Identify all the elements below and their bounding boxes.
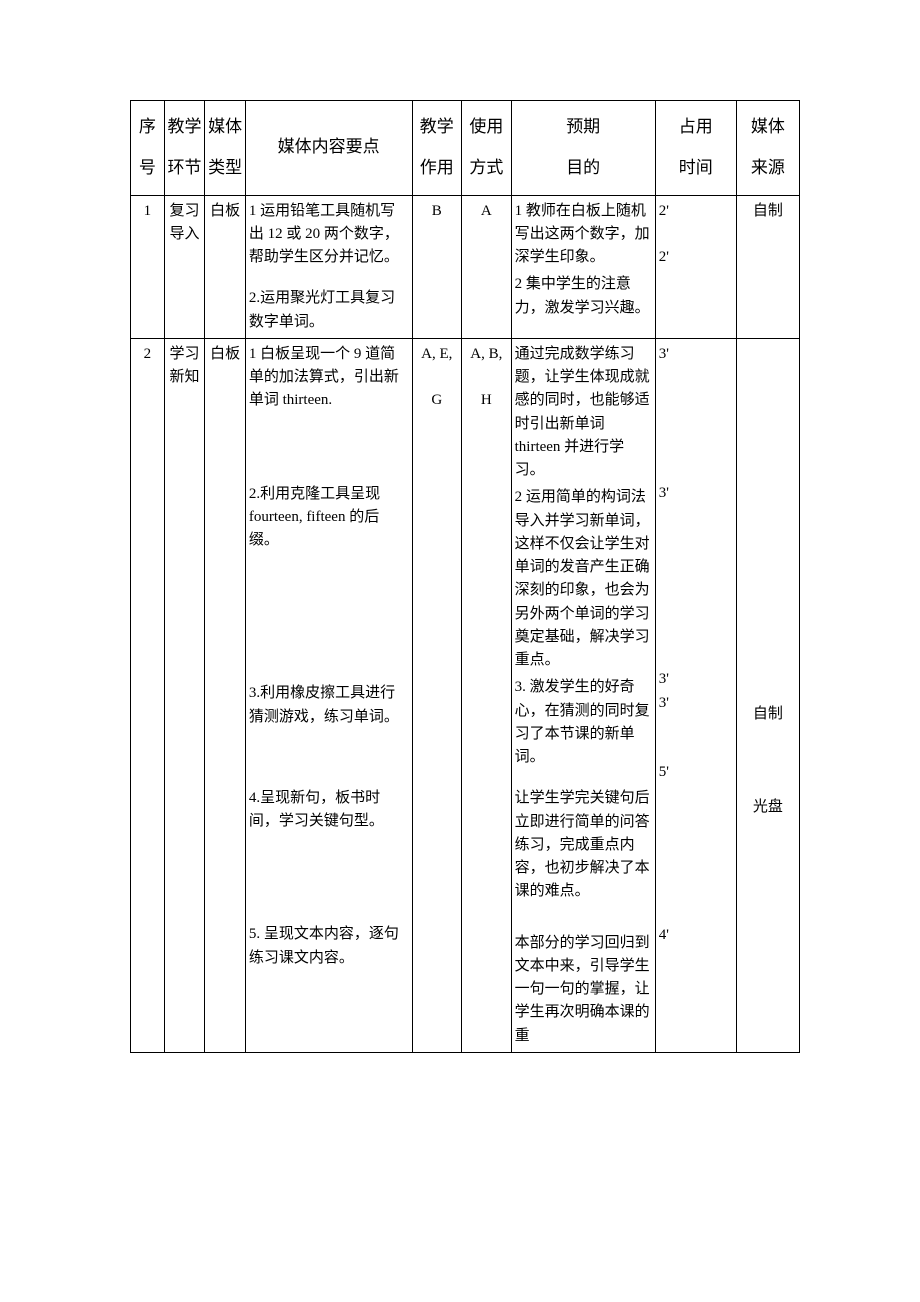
content-point: 2.利用克隆工具呈现fourteen, fifteen 的后缀。: [249, 483, 409, 553]
content-point: 1 运用铅笔工具随机写出 12 或 20 两个数字，帮助学生区分并记忆。: [249, 200, 409, 270]
time-item: 3': [659, 692, 733, 715]
cell-seq: 1: [131, 195, 165, 338]
source-item: 自制: [740, 703, 796, 726]
purpose-item: 1 教师在白板上随机写出这两个数字，加深学生印象。: [515, 200, 652, 270]
th-source: 媒体来源: [736, 101, 799, 196]
content-point: 4.呈现新句，板书时间，学习关键句型。: [249, 787, 409, 834]
time-item: [659, 738, 733, 761]
time-item: [659, 552, 733, 575]
th-points: 媒体内容要点: [245, 101, 412, 196]
th-mtype: 媒体类型: [205, 101, 246, 196]
time-item: [659, 808, 733, 831]
time-item: [659, 854, 733, 877]
time-item: [659, 622, 733, 645]
th-effect: 教学作用: [412, 101, 462, 196]
th-time: 占用时间: [655, 101, 736, 196]
cell-source: 自制光盘: [736, 338, 799, 1052]
th-mode: 使用方式: [462, 101, 512, 196]
purpose-item: 让学生学完关键句后立即进行简单的问答练习，完成重点内容，也初步解决了本课的难点。: [515, 787, 652, 903]
time-item: [659, 715, 733, 738]
cell-content-points: 1 运用铅笔工具随机写出 12 或 20 两个数字，帮助学生区分并记忆。 2.运用…: [245, 195, 412, 338]
purpose-item: 3. 激发学生的好奇心，在猜测的同时复习了本节课的新单词。: [515, 676, 652, 769]
cell-seq: 2: [131, 338, 165, 1052]
cell-content-points: 1 白板呈现一个 9 道简单的加法算式，引出新单词 thirteen. 2.利用克…: [245, 338, 412, 1052]
table-header-row: 序号 教学环节 媒体类型 媒体内容要点 教学作用 使用方式 预期目的 占用时间 …: [131, 101, 800, 196]
cell-media-type: 白板: [205, 338, 246, 1052]
time-item: [659, 436, 733, 459]
time-item: 3': [659, 668, 733, 691]
th-seq: 序号: [131, 101, 165, 196]
time-item: 3': [659, 482, 733, 505]
table-row: 1复习导入白板1 运用铅笔工具随机写出 12 或 20 两个数字，帮助学生区分并…: [131, 195, 800, 338]
content-point: 1 白板呈现一个 9 道简单的加法算式，引出新单词 thirteen.: [249, 343, 409, 413]
cell-purpose: 通过完成数学练习题，让学生体现成就感的同时，也能够适时引出新单词 thirtee…: [511, 338, 655, 1052]
cell-use-mode: A: [462, 195, 512, 338]
table-body: 1复习导入白板1 运用铅笔工具随机写出 12 或 20 两个数字，帮助学生区分并…: [131, 195, 800, 1052]
lesson-media-table: 序号 教学环节 媒体类型 媒体内容要点 教学作用 使用方式 预期目的 占用时间 …: [130, 100, 800, 1053]
time-item: [659, 506, 733, 529]
time-item: 2': [659, 200, 733, 223]
source-item: 光盘: [740, 796, 796, 819]
time-item: [659, 785, 733, 808]
content-point: 5. 呈现文本内容，逐句练习课文内容。: [249, 923, 409, 970]
time-item: [659, 831, 733, 854]
time-item: [659, 645, 733, 668]
time-item: [659, 529, 733, 552]
table-header: 序号 教学环节 媒体类型 媒体内容要点 教学作用 使用方式 预期目的 占用时间 …: [131, 101, 800, 196]
purpose-item: 本部分的学习回归到文本中来，引导学生一句一句的掌握，让学生再次明确本课的重: [515, 932, 652, 1048]
time-item: [659, 223, 733, 246]
cell-time: 3' 3' 3'3' 5' 4': [655, 338, 736, 1052]
cell-time: 2' 2': [655, 195, 736, 338]
content-point: 3.利用橡皮擦工具进行猜测游戏，练习单词。: [249, 682, 409, 729]
time-item: 2': [659, 246, 733, 269]
time-item: 5': [659, 761, 733, 784]
th-phase: 教学环节: [164, 101, 205, 196]
time-item: [659, 878, 733, 901]
time-item: [659, 901, 733, 924]
cell-phase: 学习新知: [164, 338, 205, 1052]
table-row: 2学习新知白板1 白板呈现一个 9 道简单的加法算式，引出新单词 thirtee…: [131, 338, 800, 1052]
purpose-item: 通过完成数学练习题，让学生体现成就感的同时，也能够适时引出新单词 thirtee…: [515, 343, 652, 483]
cell-media-type: 白板: [205, 195, 246, 338]
purpose-item: 2 集中学生的注意力，激发学习兴趣。: [515, 273, 652, 320]
document-page: 序号 教学环节 媒体类型 媒体内容要点 教学作用 使用方式 预期目的 占用时间 …: [0, 0, 920, 1302]
cell-teach-effect: B: [412, 195, 462, 338]
cell-teach-effect: A, E,G: [412, 338, 462, 1052]
purpose-item: 2 运用简单的构词法导入并学习新单词，这样不仅会让学生对单词的发音产生正确深刻的…: [515, 486, 652, 672]
content-point: 2.运用聚光灯工具复习数字单词。: [249, 287, 409, 334]
source-item: 自制: [740, 200, 796, 223]
cell-purpose: 1 教师在白板上随机写出这两个数字，加深学生印象。2 集中学生的注意力，激发学习…: [511, 195, 655, 338]
th-purpose: 预期目的: [511, 101, 655, 196]
time-item: [659, 389, 733, 412]
time-item: [659, 413, 733, 436]
cell-source: 自制: [736, 195, 799, 338]
time-item: [659, 366, 733, 389]
time-item: [659, 575, 733, 598]
cell-phase: 复习导入: [164, 195, 205, 338]
time-item: [659, 459, 733, 482]
time-item: 3': [659, 343, 733, 366]
cell-use-mode: A, B,H: [462, 338, 512, 1052]
time-item: 4': [659, 924, 733, 947]
time-item: [659, 599, 733, 622]
